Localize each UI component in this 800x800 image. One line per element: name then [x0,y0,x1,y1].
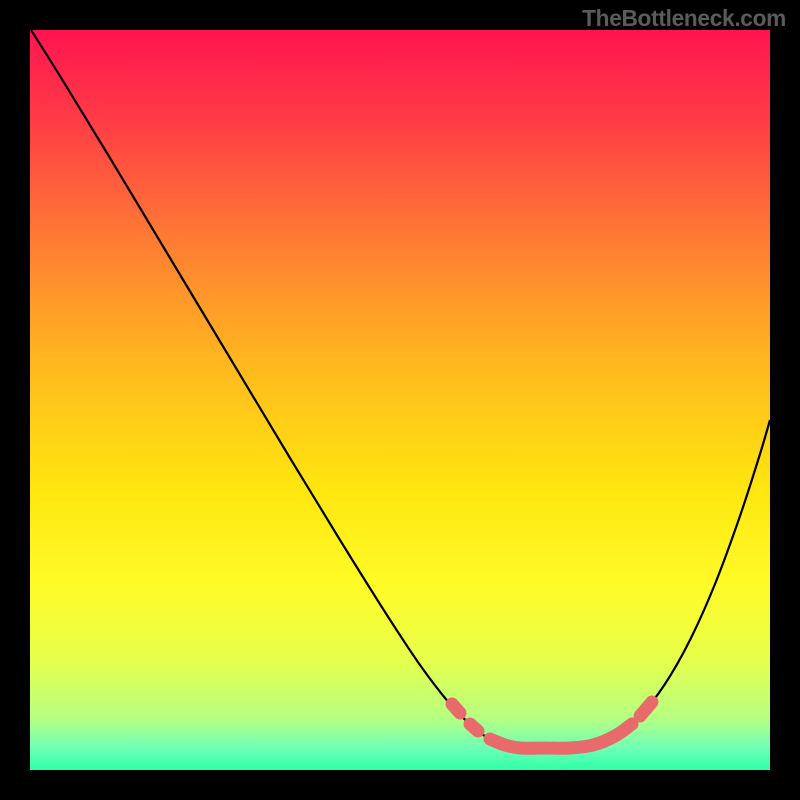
highlight-dash [490,724,632,748]
highlight-dash [640,702,652,716]
bottleneck-curve [31,30,770,748]
highlight-segments [452,702,652,748]
highlight-dash [452,704,460,713]
curve-layer [0,0,800,800]
highlight-dash [470,724,478,731]
